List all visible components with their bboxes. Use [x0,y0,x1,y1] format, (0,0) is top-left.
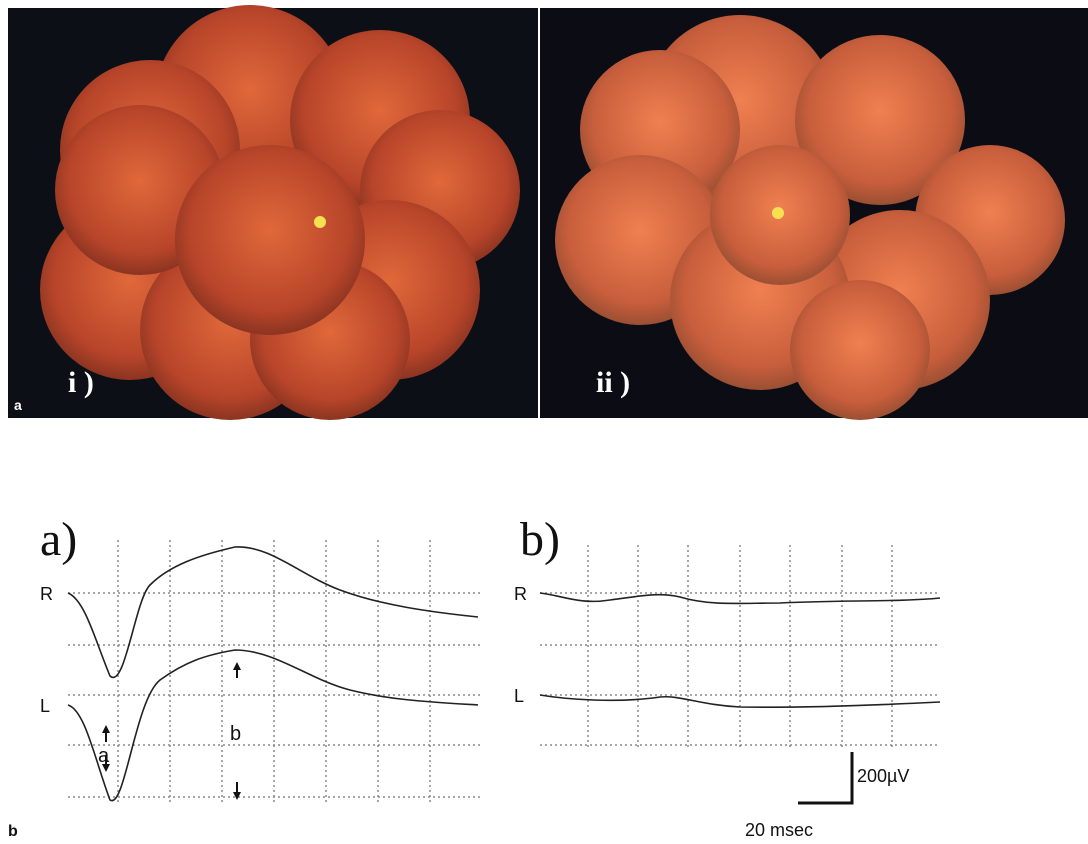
panel-label: a [14,397,22,413]
arrows [102,662,241,800]
erg-trace [539,592,941,605]
annotation: b [230,723,241,745]
scale-label: 20 msec [745,820,813,840]
trace-label: L [40,696,50,716]
panel-label: b [8,823,18,840]
fundus-montage-left [40,5,520,420]
trace-label: R [40,584,53,604]
scale-bar [798,752,854,805]
image-label: i ) [68,366,94,399]
image-label: ii ) [596,366,630,399]
trace-label: L [514,686,524,706]
grid-left [68,540,480,805]
fundus-montage-right [555,15,1065,420]
erg-trace [539,694,941,708]
scale-label: 200µV [857,766,909,786]
annotation: a [98,745,110,767]
trace-label: R [514,584,527,604]
plot-label: a) [40,513,77,566]
erg-trace [67,649,479,802]
grid-right [540,545,940,750]
erg-trace [67,546,479,679]
plot-label: b) [520,513,560,566]
